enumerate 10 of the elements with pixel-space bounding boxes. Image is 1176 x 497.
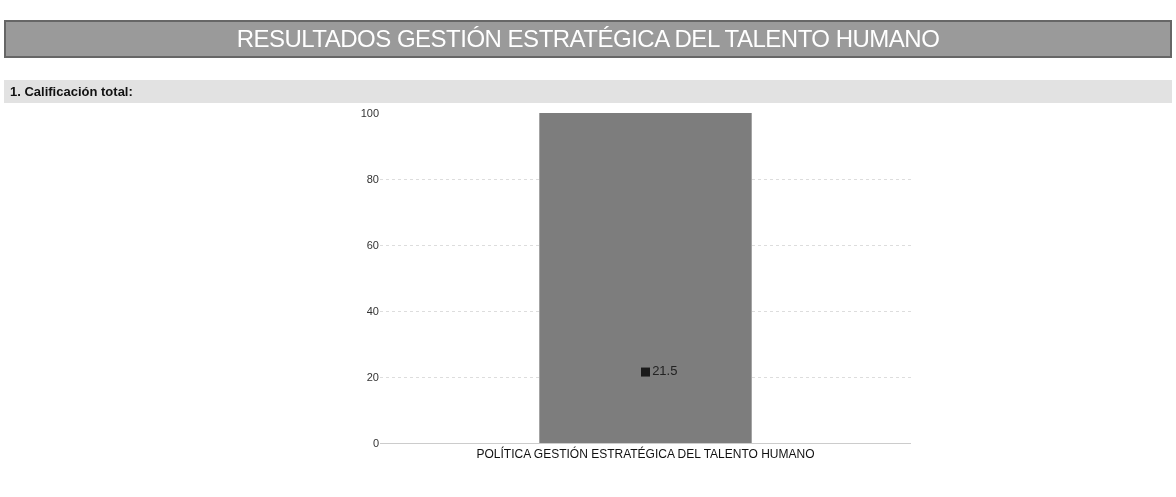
y-tick-label: 0 (372, 436, 379, 449)
y-tick-label: 40 (366, 304, 379, 317)
text: 1. Calificación total: (4, 80, 1172, 103)
y-tick-label: 60 (366, 238, 379, 251)
chart-title: RESULTADOS GESTIÓN ESTRATÉGICA DEL TALENTO HUMANO (4, 20, 1172, 58)
x-tick-label: POLÍTICA GESTIÓN ESTRATÉGICA DEL TALENTO HUMANO (476, 446, 815, 462)
y-tick-label: 20 (366, 370, 379, 383)
y-tick-label: 100 (360, 106, 379, 119)
data-label: 21.5 (652, 363, 678, 379)
y-tick-label: 80 (366, 172, 379, 185)
